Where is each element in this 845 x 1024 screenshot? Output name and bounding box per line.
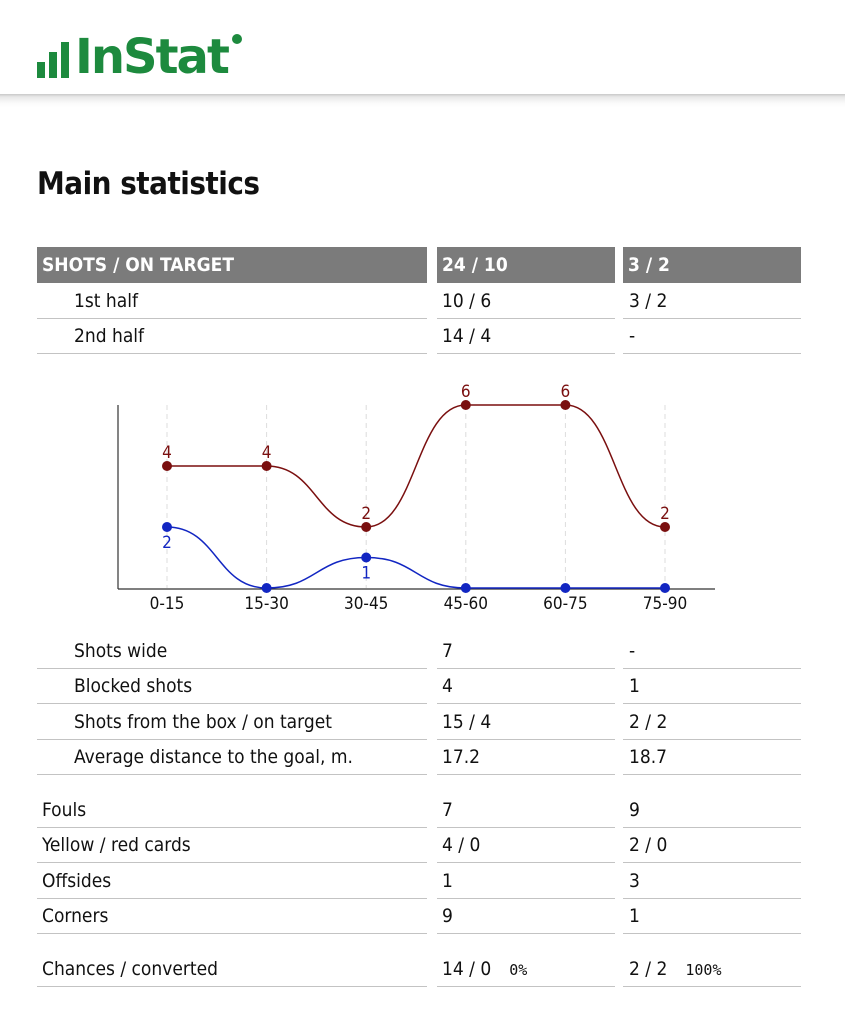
- row-team1-value: 9: [437, 898, 615, 934]
- data-label: 1: [361, 564, 371, 584]
- x-tick-label: 0-15: [150, 594, 185, 614]
- instat-logo[interactable]: InStat: [37, 29, 242, 85]
- table-row: Average distance to the goal, m. 17.2 18…: [0, 739, 845, 775]
- data-point: [261, 461, 272, 471]
- data-label: 6: [561, 382, 571, 402]
- header: InStat: [0, 0, 845, 95]
- row-label: Chances / converted: [37, 951, 427, 987]
- data-point: [560, 400, 571, 410]
- row-team1-value: 4 / 0: [437, 827, 615, 863]
- row-team2-value: -: [623, 633, 801, 669]
- data-label: 2: [162, 533, 172, 553]
- table-row: Shots from the box / on target 15 / 4 2 …: [0, 704, 845, 740]
- row-team2-value: 9: [623, 792, 801, 828]
- x-tick-labels: 0-15 15-30 30-45 45-60 60-75 75-90: [150, 594, 688, 614]
- x-tick-label: 45-60: [444, 594, 488, 614]
- data-label: 4: [262, 443, 272, 463]
- shots-header-team2: 3 / 2: [623, 247, 801, 283]
- shots-header-label: SHOTS / ON TARGET: [37, 247, 427, 283]
- row-team1-value: 15 / 4: [437, 704, 615, 740]
- table-row: 2nd half 14 / 4 -: [0, 318, 845, 354]
- data-point: [261, 583, 272, 593]
- table-row: Offsides 1 3: [0, 863, 845, 899]
- row-label: Shots wide: [37, 633, 427, 669]
- row-team2-value: 2 / 2 100%: [623, 951, 801, 987]
- row-label: Corners: [37, 898, 427, 934]
- row-team1-value: 17.2: [437, 739, 615, 775]
- table-row: 1st half 10 / 6 3 / 2: [0, 283, 845, 319]
- row-team2-value: -: [623, 318, 801, 354]
- row-team2-value: 1: [623, 668, 801, 704]
- data-label: 2: [660, 504, 670, 524]
- row-team2-value: 2 / 2: [623, 704, 801, 740]
- data-point: [361, 552, 372, 563]
- row-team1-value: 7: [437, 792, 615, 828]
- data-point: [162, 522, 172, 532]
- chart-series: 4 4 2 6 6 2 2 1: [162, 382, 670, 593]
- data-label: 6: [461, 382, 471, 402]
- data-point: [460, 400, 471, 410]
- table-row: Blocked shots 4 1: [0, 668, 845, 704]
- table-row: Chances / converted 14 / 0 0% 2 / 2 100%: [0, 951, 845, 987]
- chart-grid: [166, 405, 666, 588]
- data-label: 4: [162, 443, 172, 463]
- data-point: [361, 522, 372, 532]
- row-team2-value: 3 / 2: [623, 283, 801, 319]
- x-tick-label: 60-75: [543, 594, 587, 614]
- row-label: Average distance to the goal, m.: [37, 739, 427, 775]
- row-label: Shots from the box / on target: [37, 704, 427, 740]
- row-team1-value: 10 / 6: [437, 283, 615, 319]
- data-point: [460, 583, 471, 593]
- shots-by-period-chart: 4 4 2 6 6 2 2 1 0-15 15-30 30-45 45-60 60-75 75-90: [117, 382, 715, 614]
- chances-team1-value: 14 / 0: [442, 958, 492, 980]
- chances-team2-percent: 100%: [685, 961, 722, 979]
- logo-dot-icon: [231, 34, 242, 44]
- logo-text: InStat: [75, 29, 230, 85]
- chances-team2-value: 2 / 2: [629, 958, 668, 980]
- shots-header-team1: 24 / 10: [437, 247, 615, 283]
- row-label: 1st half: [37, 283, 427, 319]
- series-line: [167, 404, 666, 528]
- row-label: Blocked shots: [37, 668, 427, 704]
- table-row: Shots wide 7 -: [0, 633, 845, 669]
- row-team2-value: 2 / 0: [623, 827, 801, 863]
- row-label: Fouls: [37, 792, 427, 828]
- page-title: Main statistics: [37, 166, 260, 202]
- data-point: [162, 461, 172, 471]
- header-divider: [0, 94, 845, 108]
- row-team2-value: 3: [623, 863, 801, 899]
- row-team1-value: 14 / 4: [437, 318, 615, 354]
- row-team2-value: 1: [623, 898, 801, 934]
- data-point: [560, 583, 571, 593]
- row-team1-value: 14 / 0 0%: [437, 951, 615, 987]
- data-point: [660, 583, 670, 593]
- row-label: 2nd half: [37, 318, 427, 354]
- data-label: 2: [361, 504, 371, 524]
- table-row: Yellow / red cards 4 / 0 2 / 0: [0, 827, 845, 863]
- row-label: Offsides: [37, 863, 427, 899]
- row-team1-value: 7: [437, 633, 615, 669]
- x-tick-label: 75-90: [643, 594, 687, 614]
- data-point: [660, 522, 670, 532]
- x-tick-label: 30-45: [344, 594, 388, 614]
- row-label: Yellow / red cards: [37, 827, 427, 863]
- row-team1-value: 4: [437, 668, 615, 704]
- table-row: Corners 9 1: [0, 898, 845, 934]
- chances-team1-percent: 0%: [509, 961, 528, 979]
- x-tick-label: 15-30: [244, 594, 288, 614]
- row-team1-value: 1: [437, 863, 615, 899]
- table-row: Fouls 7 9: [0, 792, 845, 828]
- row-team2-value: 18.7: [623, 739, 801, 775]
- logo-bars-icon: [37, 38, 69, 80]
- series-line: [166, 526, 665, 589]
- shots-header-row: SHOTS / ON TARGET 24 / 10 3 / 2: [0, 247, 845, 283]
